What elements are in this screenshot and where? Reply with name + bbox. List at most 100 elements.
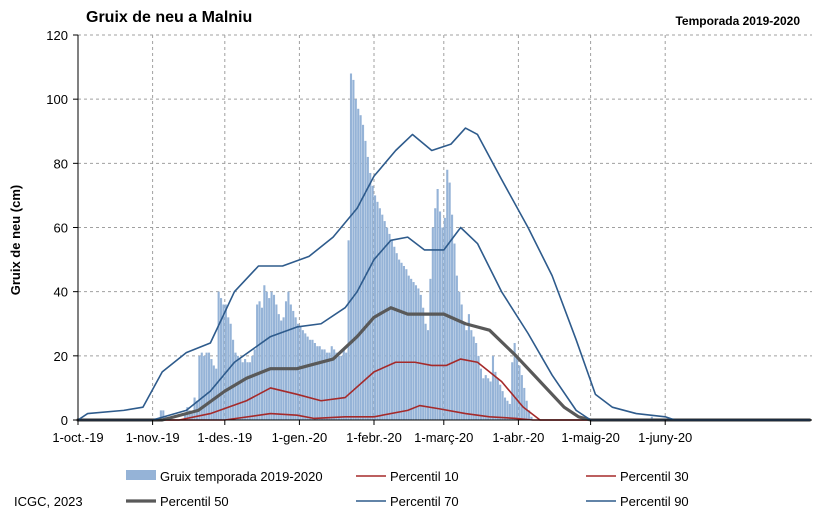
snow-depth-bar (260, 307, 264, 420)
snow-depth-bar (393, 246, 396, 420)
snow-depth-bar (248, 362, 251, 420)
snow-depth-bar (241, 362, 244, 420)
snow-depth-bar (407, 275, 410, 420)
snow-depth-bar (426, 330, 430, 420)
y-tick-labels: 0 20 40 60 80 100 120 (46, 28, 68, 428)
legend-swatch-bars (126, 470, 156, 480)
snow-depth-bar (188, 410, 191, 420)
snow-depth-bar (419, 294, 422, 420)
snow-depth-bar (374, 195, 377, 420)
snow-depth-bar (330, 346, 333, 420)
snow-depth-bar (487, 378, 490, 420)
snow-depth-bar (479, 368, 483, 420)
snow-depth-bar (270, 291, 273, 420)
legend-label: Percentil 70 (390, 494, 459, 509)
snow-depth-bar (513, 343, 516, 420)
snow-depth-bar (417, 288, 420, 420)
snow-depth-bar (518, 365, 521, 420)
series-line-percentil-30 (77, 358, 811, 421)
snow-depth-bar (429, 278, 432, 420)
snow-depth-bar (472, 336, 475, 420)
snow-depth-bar (275, 304, 278, 420)
snow-depth-bar (224, 304, 227, 420)
snow-depth-bar (236, 355, 239, 420)
snow-depth-bar (313, 343, 316, 420)
snow-depth-bar (309, 339, 312, 420)
series-line-percentil-90 (77, 127, 811, 421)
snow-depth-bar (371, 185, 374, 420)
snow-depth-bar (402, 266, 405, 420)
snow-depth-bar (441, 227, 444, 420)
y-tick-label: 100 (46, 92, 68, 107)
snow-depth-bar (650, 416, 653, 420)
snow-depth-bar (484, 375, 487, 420)
snow-depth-bar (345, 352, 348, 420)
snow-depth-bar (352, 79, 355, 421)
snow-depth-bar (364, 140, 367, 420)
x-tick-label: 1-des.-19 (197, 430, 252, 445)
x-tick-label: 1-abr.-20 (492, 430, 544, 445)
snow-depth-bar (383, 221, 386, 420)
snow-depth-bar (301, 330, 304, 420)
legend-label: Percentil 90 (620, 494, 689, 509)
snow-depth-bar (229, 323, 232, 420)
series-line-percentil-10 (77, 404, 811, 421)
snow-depth-bar (246, 362, 249, 420)
chart-title: Gruix de neu a Malniu (86, 9, 253, 26)
snow-depth-bar (381, 214, 384, 420)
snow-depth-bar (200, 352, 203, 420)
snow-depth-bar (280, 320, 283, 420)
snow-depth-bar (265, 291, 268, 420)
snow-depth-bar (463, 323, 466, 420)
snow-depth-bar (268, 298, 271, 420)
snow-depth-bar (455, 275, 458, 420)
snow-depth-bar (369, 172, 372, 420)
snow-depth-bar (337, 355, 341, 420)
snow-depth-bar (470, 330, 473, 420)
snow-depth-bar (354, 99, 357, 421)
snow-depth-bar (424, 323, 427, 420)
snow-depth-bar (222, 304, 225, 420)
snow-depth-bar (183, 413, 186, 420)
x-tick-label: 1-juny-20 (638, 430, 692, 445)
snow-depth-bar (388, 233, 391, 420)
snow-depth-bar (508, 403, 511, 420)
snow-depth-bar (244, 359, 247, 420)
snow-depth-bar (287, 291, 290, 420)
x-tick-label: 1-març-20 (414, 430, 473, 445)
y-tick-label: 40 (54, 285, 68, 300)
snow-depth-bar (410, 278, 413, 420)
snow-depth-bar (215, 368, 218, 420)
x-tick-label: 1-gen.-20 (272, 430, 328, 445)
x-tick-label: 1-maig-20 (561, 430, 620, 445)
snow-depth-bar (412, 282, 415, 420)
snow-depth-bar (390, 240, 393, 420)
snow-depth-bar (506, 400, 509, 420)
snow-depth-bar (496, 378, 499, 420)
snow-depth-bar (318, 346, 321, 420)
y-tick-label: 20 (54, 349, 68, 364)
snow-depth-bar (520, 375, 523, 420)
snow-depth-bar (289, 304, 292, 420)
snow-depth-bar (511, 362, 514, 420)
y-tick-label: 0 (61, 413, 68, 428)
y-tick-label: 60 (54, 221, 68, 236)
snow-depth-bar (316, 346, 319, 420)
snow-depth-bar (366, 156, 369, 420)
snow-depth-bar (217, 291, 220, 420)
legend-label: Percentil 10 (390, 469, 459, 484)
snow-depth-bar (304, 333, 307, 420)
snow-depth-bar (193, 397, 196, 420)
snow-depth-bar (530, 416, 533, 420)
snow-depth-bar (335, 352, 338, 420)
credit-text: ICGC, 2023 (14, 494, 83, 509)
snow-depth-bar (263, 285, 266, 420)
legend-label: Percentil 30 (620, 469, 689, 484)
snow-depth-bar (436, 189, 439, 420)
snow-depth-bar (528, 410, 531, 420)
snow-depth-bar (501, 391, 504, 420)
x-tick-labels: 1-oct.-19 1-nov.-19 1-des.-19 1-gen.-20 1-fe… (52, 430, 692, 445)
snow-depth-bar (414, 285, 418, 420)
snow-depth-bar (299, 326, 302, 420)
